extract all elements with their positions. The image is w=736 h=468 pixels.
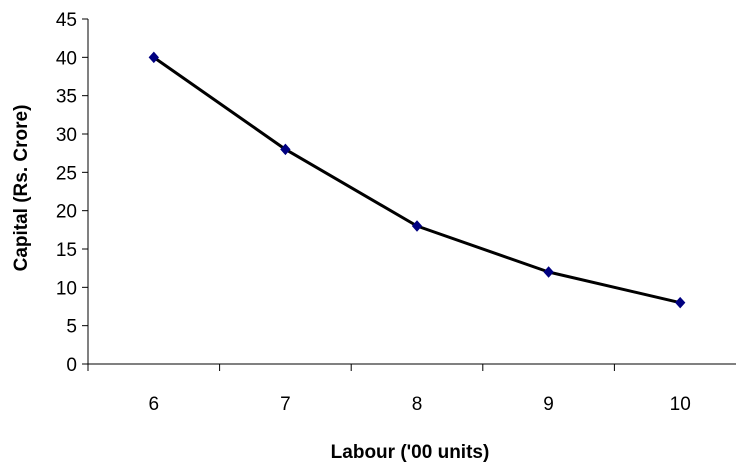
y-tick-label: 35 bbox=[56, 87, 77, 108]
x-axis-title: Labour ('00 units) bbox=[331, 442, 490, 463]
x-tick-label: 10 bbox=[670, 394, 691, 415]
series-line bbox=[154, 57, 680, 302]
y-tick-label: 20 bbox=[56, 202, 77, 223]
y-tick-label: 45 bbox=[56, 10, 77, 31]
x-tick-label: 7 bbox=[280, 394, 291, 415]
y-axis-title: Capital (Rs. Crore) bbox=[11, 105, 32, 272]
series bbox=[149, 52, 684, 307]
data-point-marker bbox=[544, 267, 553, 277]
y-tick-label: 10 bbox=[56, 278, 77, 299]
y-tick-label: 15 bbox=[56, 240, 77, 261]
x-tick-label: 8 bbox=[412, 394, 423, 415]
tick-labels: 0 5 10 15 20 25 30 35 40 45 6 7 8 9 10 bbox=[56, 10, 691, 415]
y-tick-label: 5 bbox=[66, 317, 77, 338]
y-tick-label: 30 bbox=[56, 125, 77, 146]
axes bbox=[82, 19, 736, 371]
y-tick-label: 25 bbox=[56, 163, 77, 184]
x-tick-label: 6 bbox=[149, 394, 160, 415]
data-point-marker bbox=[676, 298, 685, 308]
y-tick-label: 40 bbox=[56, 48, 77, 69]
y-tick-label: 0 bbox=[66, 355, 77, 376]
x-tick-label: 9 bbox=[543, 394, 554, 415]
